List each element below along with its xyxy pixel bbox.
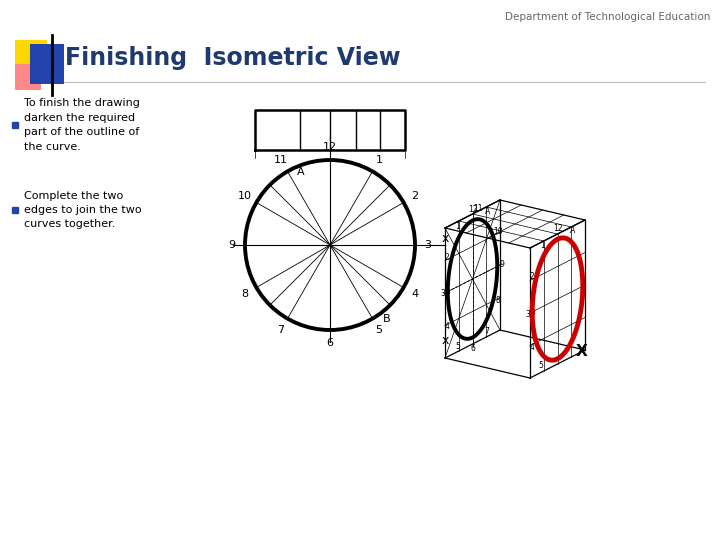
Text: 12: 12 — [323, 142, 337, 152]
Text: 7: 7 — [277, 325, 284, 335]
Text: 4: 4 — [411, 289, 418, 299]
Text: 1: 1 — [456, 222, 460, 231]
Text: 2: 2 — [411, 191, 418, 201]
Text: 5: 5 — [376, 325, 382, 335]
Bar — [15, 40, 47, 72]
Text: 12: 12 — [468, 206, 477, 214]
Bar — [30, 44, 64, 84]
Text: 3: 3 — [525, 310, 530, 319]
Text: X: X — [576, 345, 588, 360]
Text: 10: 10 — [238, 191, 252, 201]
Text: 5: 5 — [538, 361, 543, 370]
Text: To finish the drawing
darken the required
part of the outline of
the curve.: To finish the drawing darken the require… — [24, 98, 140, 152]
Text: 4: 4 — [529, 343, 534, 352]
Text: 8: 8 — [242, 289, 248, 299]
Bar — [15, 64, 41, 90]
Text: 9: 9 — [228, 240, 235, 250]
Text: 1: 1 — [540, 241, 545, 250]
Text: A: A — [297, 167, 305, 177]
Text: A: A — [485, 207, 490, 217]
Text: 4: 4 — [445, 322, 450, 331]
Text: x: x — [441, 334, 449, 347]
Text: B: B — [382, 314, 390, 324]
Text: Finishing  Isometric View: Finishing Isometric View — [65, 46, 400, 70]
Text: Complete the two
edges to join the two
curves together.: Complete the two edges to join the two c… — [24, 191, 142, 229]
Text: 8: 8 — [495, 296, 500, 305]
Text: 6: 6 — [326, 338, 333, 348]
Text: x: x — [441, 232, 449, 245]
Text: 11: 11 — [274, 155, 288, 165]
Text: 7: 7 — [485, 327, 490, 336]
Text: 6: 6 — [470, 343, 475, 353]
Text: 5: 5 — [456, 342, 460, 350]
Text: 2: 2 — [445, 253, 449, 262]
Text: 10: 10 — [493, 227, 503, 236]
Text: 3: 3 — [425, 240, 431, 250]
Text: 9: 9 — [499, 260, 504, 268]
Text: 11: 11 — [473, 204, 482, 213]
Text: A: A — [570, 226, 575, 235]
Text: Department of Technological Education: Department of Technological Education — [505, 12, 710, 22]
Text: 12: 12 — [553, 224, 562, 233]
Text: 3: 3 — [441, 289, 446, 299]
Text: 2: 2 — [529, 272, 534, 281]
Text: 1: 1 — [376, 155, 382, 165]
